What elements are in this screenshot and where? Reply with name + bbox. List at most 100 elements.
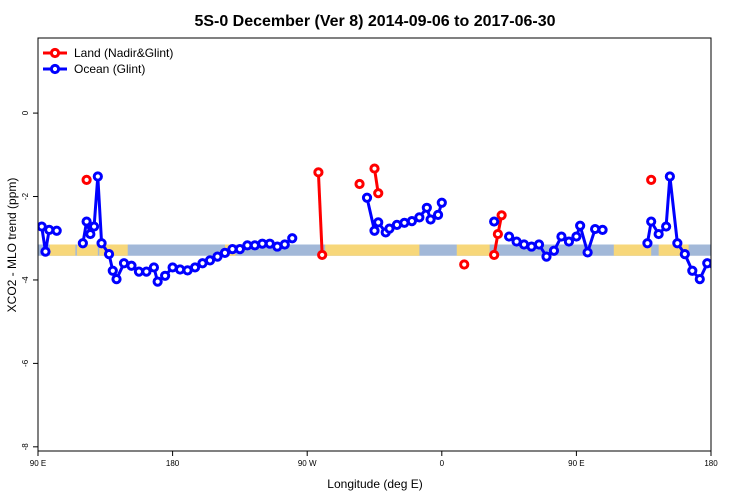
data-point-land xyxy=(373,188,384,199)
plot-frame xyxy=(37,37,712,452)
data-point-ocean xyxy=(107,265,118,276)
data-point-ocean xyxy=(414,212,425,223)
data-point-ocean xyxy=(597,224,608,235)
data-point-ocean xyxy=(219,247,231,258)
data-point-land xyxy=(459,259,470,270)
data-point-ocean xyxy=(373,217,384,228)
data-point-ocean xyxy=(563,236,575,247)
data-point-ocean xyxy=(694,274,705,285)
land-band-segment xyxy=(658,244,689,256)
y-tick-label: -2 xyxy=(21,192,30,200)
data-point-ocean xyxy=(141,266,152,277)
data-point-ocean xyxy=(189,262,201,273)
data-point-ocean xyxy=(548,245,560,256)
data-point-ocean xyxy=(709,262,711,270)
data-point-ocean xyxy=(103,248,115,260)
data-point-land xyxy=(496,210,507,221)
y-axis: 0 -2 -4 -6 -8 xyxy=(21,110,38,450)
data-point-ocean xyxy=(96,238,107,249)
data-point-land xyxy=(313,167,324,178)
legend-label-ocean: Ocean (Glint) xyxy=(74,62,145,76)
series-line-ocean xyxy=(645,175,711,281)
data-point-land xyxy=(489,249,500,261)
data-point-ocean xyxy=(541,251,552,262)
data-point-ocean xyxy=(92,171,103,182)
data-point-ocean xyxy=(287,233,298,244)
data-point-ocean xyxy=(672,238,683,249)
data-point-ocean xyxy=(234,243,245,255)
data-point-ocean xyxy=(571,231,582,242)
x-tick-label: 90 E xyxy=(30,459,46,468)
data-point-land xyxy=(369,163,380,174)
data-point-ocean xyxy=(432,209,444,220)
data-point-ocean xyxy=(369,225,380,236)
land-band-segment xyxy=(99,244,128,256)
x-axis-label: Longitude (deg E) xyxy=(327,477,422,491)
legend-item-ocean: Ocean (Glint) xyxy=(43,62,145,76)
x-tick-label: 90 E xyxy=(568,459,584,468)
data-point-land xyxy=(317,249,328,261)
data-point-ocean xyxy=(421,202,432,213)
x-tick-label: 90 W xyxy=(298,459,317,468)
data-point-ocean xyxy=(646,216,657,227)
data-point-ocean xyxy=(361,192,373,203)
data-point-ocean xyxy=(533,239,545,250)
land-band-segment xyxy=(456,244,490,256)
y-tick-label: 0 xyxy=(21,110,30,115)
data-point-ocean xyxy=(88,221,100,232)
data-point-ocean xyxy=(406,216,417,227)
land-band-segment xyxy=(49,244,76,256)
y-tick-label: -6 xyxy=(21,359,30,367)
data-point-ocean xyxy=(436,197,447,208)
data-point-ocean xyxy=(384,223,395,234)
data-point-ocean xyxy=(51,225,62,236)
land-band-segment xyxy=(325,244,420,256)
series-layer xyxy=(38,163,733,287)
data-point-ocean xyxy=(126,260,137,271)
data-point-ocean xyxy=(719,268,726,275)
series-line-land xyxy=(316,172,324,255)
data-point-ocean xyxy=(504,231,515,242)
data-point-ocean xyxy=(40,246,51,257)
data-point-ocean xyxy=(85,228,96,240)
data-point-ocean xyxy=(148,262,160,273)
data-point-ocean xyxy=(664,171,675,182)
land-band-segment xyxy=(76,244,98,256)
data-point-ocean xyxy=(77,238,88,249)
data-point-ocean xyxy=(160,270,171,281)
data-point-ocean xyxy=(489,216,500,227)
y-tick-label: -8 xyxy=(21,443,30,451)
legend-item-land: Land (Nadir&Glint) xyxy=(43,46,173,60)
land-ocean-band xyxy=(38,244,711,256)
legend: Land (Nadir&Glint) Ocean (Glint) xyxy=(43,46,173,76)
data-point-ocean xyxy=(661,221,672,232)
data-point-ocean xyxy=(279,239,290,250)
x-tick-label: 180 xyxy=(704,459,718,468)
y-tick-label: -4 xyxy=(21,276,30,284)
data-point-ocean xyxy=(111,274,122,285)
data-point-land xyxy=(81,174,92,185)
data-point-ocean xyxy=(204,255,216,266)
data-point-ocean xyxy=(212,251,223,262)
land-band-segment xyxy=(613,244,652,256)
y-axis-label: XCO2 - MLO trend (ppm) xyxy=(5,178,19,313)
data-point-land xyxy=(492,228,503,240)
data-point-ocean xyxy=(687,265,698,276)
data-point-ocean xyxy=(726,268,733,275)
x-tick-label: 180 xyxy=(166,459,180,468)
data-point-land xyxy=(354,178,365,190)
data-point-ocean xyxy=(653,228,664,240)
data-point-land xyxy=(646,174,657,185)
data-point-ocean xyxy=(556,231,567,242)
data-point-ocean xyxy=(582,247,593,258)
data-point-ocean xyxy=(642,238,653,249)
data-point-ocean xyxy=(575,220,586,231)
x-tick-label: 0 xyxy=(440,459,445,468)
data-point-ocean xyxy=(679,248,690,260)
x-axis: 90 E 180 90 W 0 90 E 180 xyxy=(30,451,718,468)
chart-title: 5S-0 December (Ver 8) 2014-09-06 to 2017… xyxy=(194,13,555,30)
data-point-ocean xyxy=(81,216,92,227)
data-point-ocean xyxy=(425,214,436,225)
data-point-ocean xyxy=(152,276,163,287)
